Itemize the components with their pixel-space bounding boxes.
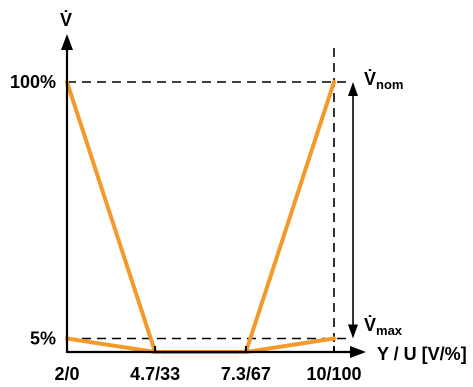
y-ticks: 5% 100% (10, 72, 56, 349)
annotation-max-sub: max (376, 323, 403, 338)
annotation-nom: V̇nom (364, 68, 403, 92)
x-axis-arrow (350, 346, 366, 358)
y-tick-label: 100% (10, 72, 56, 92)
x-tick-label: 10/100 (306, 364, 361, 384)
y-tick-label: 5% (30, 329, 56, 349)
x-ticks: 2/0 4.7/33 7.3/67 10/100 (54, 346, 362, 384)
series-line-1 (65, 80, 336, 354)
y-axis-arrow (61, 34, 73, 50)
reference-lines (67, 48, 350, 352)
series-line-2 (65, 336, 336, 354)
x-axis-title: Y / U [V/%] (377, 344, 467, 364)
annotation-max-base: V̇ (364, 314, 376, 335)
y-axis-title: V̇ (60, 9, 72, 30)
annotation-max: V̇max (364, 314, 403, 338)
annotation-nom-sub: nom (376, 77, 403, 92)
axes (61, 34, 366, 358)
range-arrow (348, 82, 358, 339)
range-arrow-head-bottom (348, 324, 358, 339)
annotation-nom-base: V̇ (364, 68, 376, 89)
x-tick-label: 2/0 (54, 364, 79, 384)
range-arrow-head-top (348, 82, 358, 96)
x-tick-label: 4.7/33 (130, 364, 180, 384)
x-tick-label: 7.3/67 (221, 364, 271, 384)
series-layer (65, 80, 336, 354)
